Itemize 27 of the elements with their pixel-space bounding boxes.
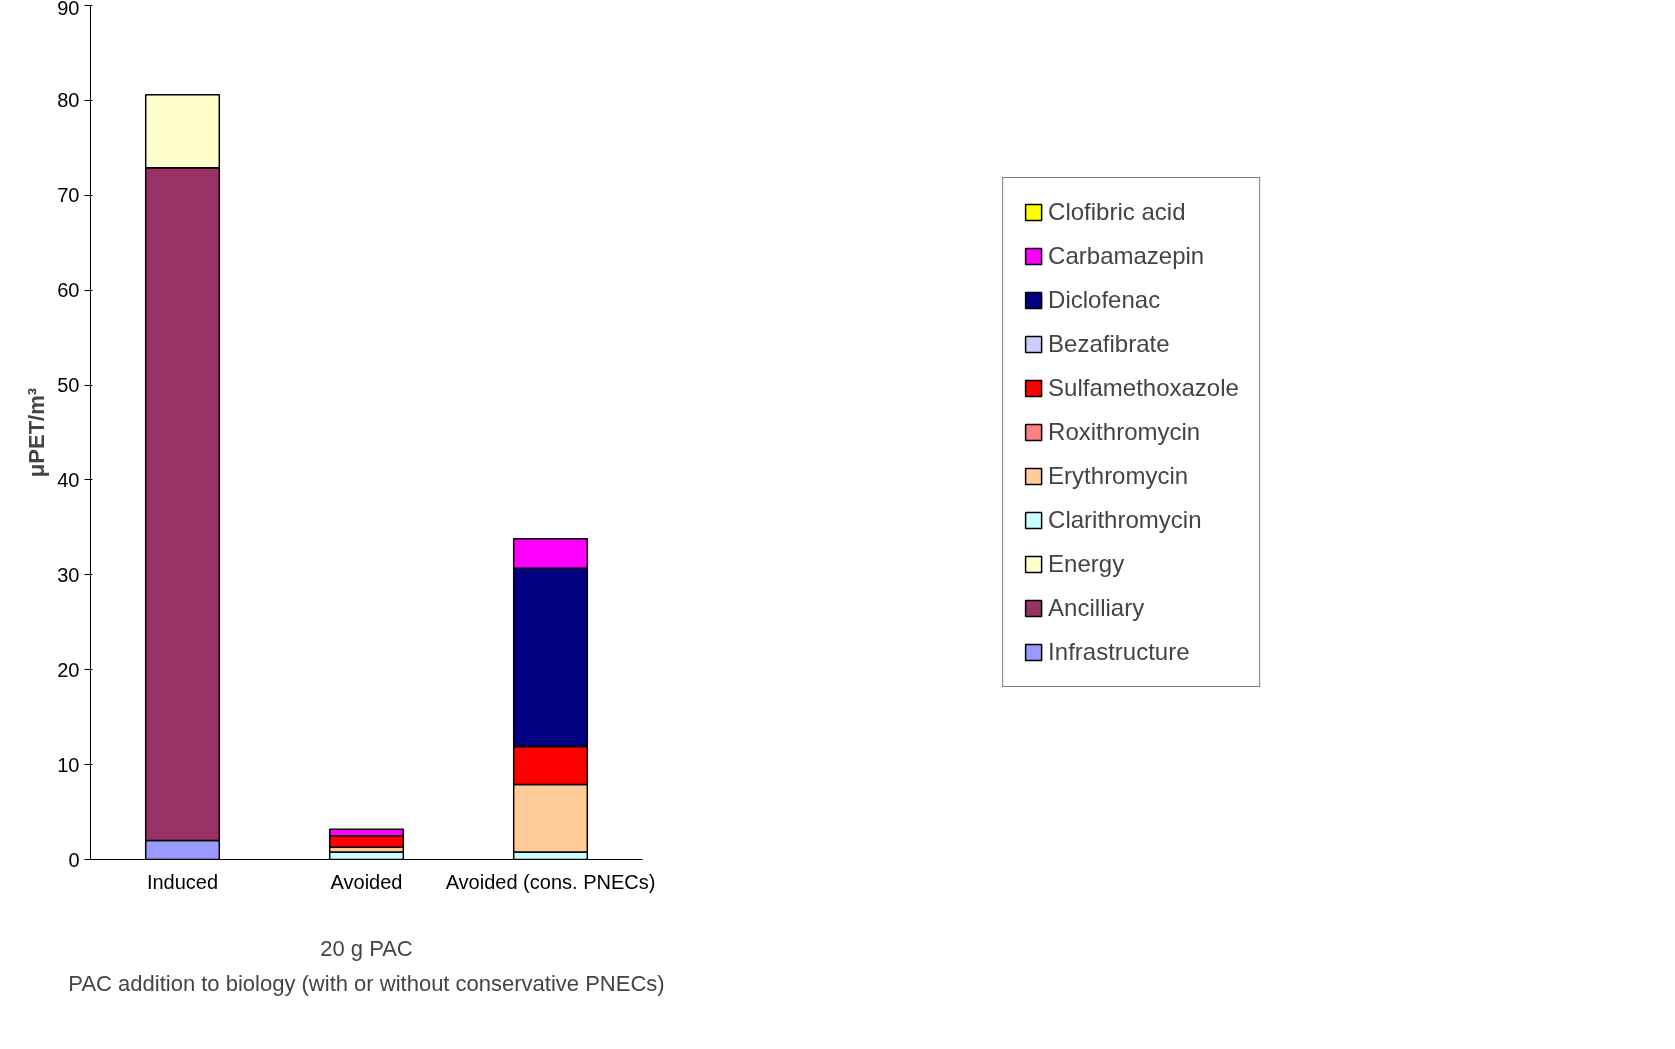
legend-label: Clarithromycin [1048, 506, 1202, 534]
y-tick-label: 30 [57, 563, 80, 586]
legend-label: Sulfamethoxazole [1048, 374, 1239, 402]
legend-label: Bezafibrate [1048, 330, 1170, 358]
legend-label: Roxithromycin [1048, 418, 1201, 446]
text: PAC addition to biology (with or without conservative PNECs) [68, 970, 665, 996]
legend-label: Energy [1048, 550, 1125, 578]
y-tick-label: 0 [68, 848, 80, 871]
y-tick-label: 10 [57, 753, 80, 776]
x-tick-label: Avoided (cons. PNECs) [445, 870, 656, 893]
legend-label: Clofibric acid [1048, 198, 1186, 226]
x-tick-label: Avoided [330, 870, 403, 893]
legend-label: Diclofenac [1048, 286, 1161, 314]
y-tick-label: 70 [57, 184, 80, 207]
x-axis-title: 20 g PAC [320, 935, 413, 961]
legend-label: Carbamazepin [1048, 242, 1205, 270]
y-tick-label: 60 [57, 279, 80, 302]
y-tick-label: 50 [57, 374, 80, 397]
y-tick-label: 80 [57, 89, 80, 112]
legend-label: Ancilliary [1048, 594, 1145, 622]
y-tick-label: 90 [57, 0, 80, 19]
y-axis-title: μPET/m³ [24, 387, 50, 478]
y-tick-label: 40 [57, 468, 80, 491]
y-tick-label: 20 [57, 658, 80, 681]
legend-label: Infrastructure [1048, 638, 1190, 666]
legend-label: Erythromycin [1048, 462, 1189, 490]
x-tick-label: Induced [146, 870, 219, 893]
